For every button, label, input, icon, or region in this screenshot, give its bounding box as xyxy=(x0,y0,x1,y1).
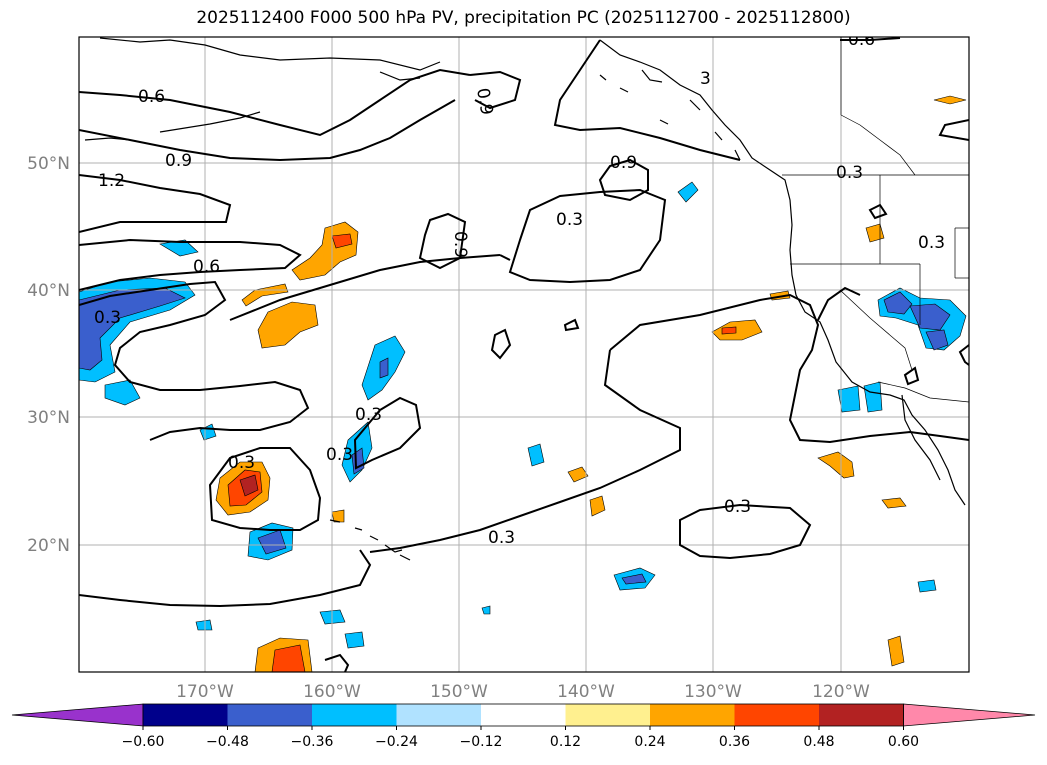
colorbar-tick-label: 0.36 xyxy=(719,734,750,750)
colorbar-swatch xyxy=(819,704,904,726)
svg-text:0.6: 0.6 xyxy=(193,257,220,277)
contour-labels: 0.6 0.9 1.2 0.6 0.3 0.9 0.9 0.3 0.9 0.3 … xyxy=(94,30,945,548)
svg-text:0.6: 0.6 xyxy=(138,87,165,107)
svg-text:0.9: 0.9 xyxy=(450,231,470,258)
svg-text:0.3: 0.3 xyxy=(724,497,751,517)
svg-text:0.9: 0.9 xyxy=(472,87,496,117)
svg-text:0.9: 0.9 xyxy=(610,153,637,173)
colorbar-tick-label: 0.12 xyxy=(550,734,581,750)
svg-text:40°N: 40°N xyxy=(27,281,70,301)
colorbar-swatch xyxy=(396,704,481,726)
svg-text:0.3: 0.3 xyxy=(556,210,583,230)
colorbar-extend-low xyxy=(11,703,144,727)
svg-text:170°W: 170°W xyxy=(176,682,234,702)
colorbar-tick-label: 0.24 xyxy=(634,734,665,750)
colorbar-swatch xyxy=(227,704,312,726)
colorbar-extend-high xyxy=(903,703,1036,727)
colorbar-swatch xyxy=(565,704,650,726)
colorbar-swatch xyxy=(312,704,397,726)
svg-text:0.3: 0.3 xyxy=(488,528,515,548)
colorbar-tick-label: −0.12 xyxy=(460,734,503,750)
svg-text:0.3: 0.3 xyxy=(326,445,353,465)
colorbar-tick-label: −0.60 xyxy=(122,734,165,750)
svg-text:0.3: 0.3 xyxy=(836,163,863,183)
svg-text:130°W: 130°W xyxy=(684,682,742,702)
svg-text:0.3: 0.3 xyxy=(94,308,121,328)
precip-positive xyxy=(215,95,967,672)
svg-text:0.3: 0.3 xyxy=(918,233,945,253)
longitude-labels: 170°W 160°W 150°W 140°W 130°W 120°W xyxy=(176,682,870,702)
svg-text:160°W: 160°W xyxy=(303,682,361,702)
colorbar-border xyxy=(142,703,904,727)
colorbar-tick-label: 0.60 xyxy=(888,734,919,750)
colorbar-swatch xyxy=(734,704,819,726)
colorbar-tick-label: −0.36 xyxy=(291,734,334,750)
svg-text:1.2: 1.2 xyxy=(98,171,125,191)
svg-text:0.6: 0.6 xyxy=(848,30,875,50)
svg-text:150°W: 150°W xyxy=(430,682,488,702)
colorbar-tick-label: −0.24 xyxy=(375,734,418,750)
svg-text:3: 3 xyxy=(700,69,711,89)
map-title: 2025112400 F000 500 hPa PV, precipitatio… xyxy=(196,8,851,28)
map-background xyxy=(79,37,969,672)
colorbar-swatch xyxy=(143,704,228,726)
svg-text:50°N: 50°N xyxy=(27,154,70,174)
colorbar: −0.60 −0.48 −0.36 −0.24 −0.12 0.12 0.24 0.36 0.4… xyxy=(11,703,1036,750)
pv-contours xyxy=(79,37,969,672)
precip-negative xyxy=(79,181,967,649)
svg-text:0.3: 0.3 xyxy=(228,453,255,473)
latitude-labels: 50°N 40°N 30°N 20°N xyxy=(27,154,70,556)
svg-text:0.3: 0.3 xyxy=(355,405,382,425)
svg-text:140°W: 140°W xyxy=(557,682,615,702)
svg-text:30°N: 30°N xyxy=(27,408,70,428)
map-frame xyxy=(78,36,970,673)
svg-text:120°W: 120°W xyxy=(812,682,870,702)
colorbar-tick-label: −0.48 xyxy=(206,734,249,750)
colorbar-swatch xyxy=(650,704,735,726)
colorbar-tick-label: 0.48 xyxy=(803,734,834,750)
graticule xyxy=(79,37,969,672)
colorbar-swatch xyxy=(481,704,566,726)
svg-text:20°N: 20°N xyxy=(27,536,70,556)
svg-text:0.9: 0.9 xyxy=(165,151,192,171)
political-borders xyxy=(782,37,969,403)
